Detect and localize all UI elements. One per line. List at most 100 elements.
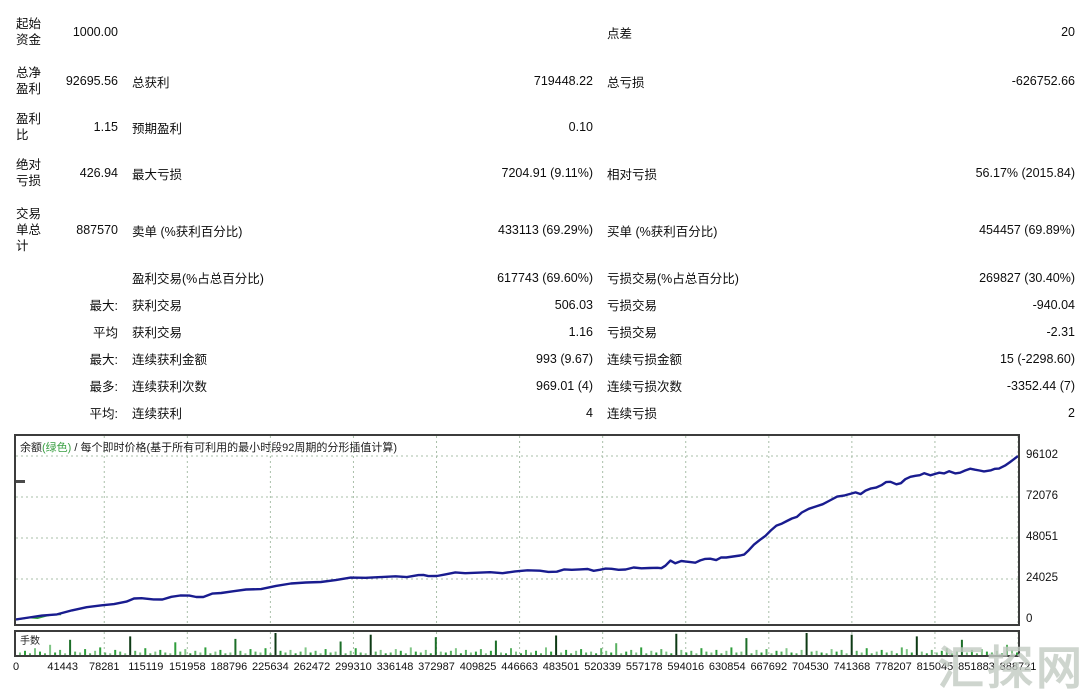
lots-bar <box>184 649 187 655</box>
lots-bar <box>149 653 152 655</box>
stat-label-3: 连续亏损次数 <box>607 380 683 394</box>
lots-bar <box>680 649 683 655</box>
lots-bar <box>935 652 938 655</box>
lots-bar <box>770 653 773 655</box>
lots-bar <box>284 652 287 655</box>
lots-bar <box>459 653 462 655</box>
lots-bar <box>910 652 913 655</box>
stat-label-2: 连续获利金额 <box>132 353 208 367</box>
lots-bar <box>194 650 197 655</box>
lots-bar <box>209 653 212 655</box>
lots-bar <box>39 651 41 655</box>
lots-bar <box>835 651 838 655</box>
lots-bar <box>615 643 618 655</box>
lots-bar <box>840 649 843 655</box>
lots-bar <box>134 650 137 655</box>
lots-bar <box>1006 644 1008 655</box>
lots-bar <box>64 653 67 655</box>
lots-bar <box>304 647 307 655</box>
lots-bar <box>660 649 663 655</box>
lots-label: 手数 <box>20 636 40 647</box>
lots-bar <box>1016 652 1018 655</box>
lots-bar <box>805 633 808 655</box>
lots-bar <box>955 651 958 655</box>
lots-bar <box>950 653 953 655</box>
lots-bar <box>424 649 427 655</box>
x-axis-label: 704530 <box>791 661 829 673</box>
title-balance-text: 余额 <box>20 442 42 454</box>
lots-bar <box>735 652 738 655</box>
lots-bar <box>449 650 452 655</box>
x-axis-label: 115119 <box>128 661 164 673</box>
lots-bar <box>775 650 778 655</box>
lots-bar <box>605 650 608 655</box>
lots-bar <box>439 651 442 655</box>
lots-bar <box>119 651 122 655</box>
lots-bar <box>414 651 417 655</box>
lots-bar <box>214 651 217 655</box>
lots-bar <box>144 648 147 655</box>
lots-bar <box>595 653 598 655</box>
x-axis-label: 336148 <box>376 661 414 673</box>
value-1: 平均 <box>92 326 118 340</box>
lots-bar <box>354 648 357 655</box>
lots-bar <box>600 648 603 655</box>
lots-bar <box>540 653 542 655</box>
lots-bar <box>695 653 698 655</box>
value-1: 平均: <box>89 407 118 421</box>
lots-bar <box>940 650 943 655</box>
lots-bar <box>535 650 537 655</box>
stat-label-2: 总获利 <box>132 75 170 90</box>
lots-bar <box>585 652 588 655</box>
value-2: 433113 (69.29%) <box>498 223 593 237</box>
lots-bar <box>19 652 21 655</box>
lots-bar <box>645 653 648 655</box>
lots-bar <box>755 649 758 655</box>
lots-bar <box>334 651 337 655</box>
value-2: 617743 (69.60%) <box>497 270 593 285</box>
lots-bar <box>975 653 978 655</box>
lots-bar <box>394 649 397 655</box>
lots-bar <box>740 651 743 655</box>
lots-bar <box>1001 653 1003 655</box>
lots-bar <box>810 651 813 655</box>
lots-bar <box>34 648 36 655</box>
lots-bar <box>970 649 973 655</box>
lots-bar <box>545 647 547 655</box>
stat-label-2: 获利交易 <box>132 299 183 313</box>
value-2: 1.16 <box>568 324 593 339</box>
lots-bar <box>915 636 918 655</box>
lots-bar <box>429 653 432 655</box>
x-axis-label: 630854 <box>708 661 746 673</box>
lots-bar <box>199 652 202 655</box>
lots-bar <box>324 649 327 655</box>
x-axis-labels: 0 41443 78281 115119 151958 188796 225634 26247… <box>0 661 1081 679</box>
lots-bar <box>620 653 623 655</box>
dash-mark <box>16 480 25 483</box>
table-row: 平均 获利交易 1.16 亏损交易 -2.31 <box>0 318 1081 345</box>
x-axis-label: 188796 <box>210 661 248 673</box>
lots-bar <box>690 650 693 655</box>
row-label: 盈利 比 <box>16 111 42 142</box>
stat-label-2: 最大亏损 <box>132 167 183 182</box>
value-3: 56.17% (2015.84) <box>975 166 1075 180</box>
lots-bar <box>249 649 252 655</box>
lots-bar <box>715 649 718 655</box>
table-row: 起始 资金 1000.00 点差 20 <box>0 6 1081 58</box>
stat-label-3: 亏损交易 <box>607 299 658 313</box>
lots-bar <box>339 641 342 655</box>
value-1: 92695.56 <box>65 74 118 88</box>
lots-bar <box>610 652 613 655</box>
lots-bar <box>700 648 703 655</box>
stat-label-3: 连续亏损 <box>607 407 658 421</box>
value-2: 719448.22 <box>533 74 593 88</box>
report-table: 起始 资金 1000.00 点差 20 总净 盈利 92695.56 总获利 719448.2… <box>0 6 1081 426</box>
lots-bar <box>925 653 928 655</box>
lots-bar <box>510 648 512 655</box>
x-axis-label: 151958 <box>168 661 206 673</box>
lots-bar <box>219 649 222 655</box>
lots-bar <box>870 653 873 655</box>
value-1: 1.15 <box>93 120 118 134</box>
stat-label-3: 亏损交易(%占总百分比) <box>607 272 739 286</box>
x-axis-label: 557178 <box>625 661 663 673</box>
